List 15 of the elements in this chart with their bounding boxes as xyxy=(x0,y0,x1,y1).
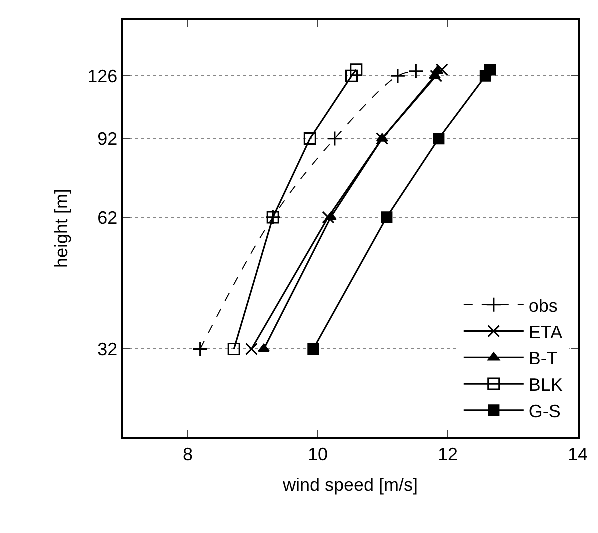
y-tick-label: 62 xyxy=(98,208,118,228)
x-tick-label: 8 xyxy=(182,444,194,464)
x-tick-label: 10 xyxy=(308,444,328,464)
y-tick-label: 92 xyxy=(98,129,118,150)
x-tick-label: 14 xyxy=(568,444,588,464)
x-tick-label: 12 xyxy=(438,444,458,464)
legend-label: obs xyxy=(528,296,558,316)
y-tick-label: 32 xyxy=(98,340,118,360)
legend-label: ETA xyxy=(528,322,563,342)
legend-label: G-S xyxy=(528,401,561,422)
y-axis-title: height [m] xyxy=(51,188,72,268)
y-tick-label: 126 xyxy=(88,66,118,86)
legend-label: B-T xyxy=(528,348,558,369)
legend-label: BLK xyxy=(528,375,563,396)
x-axis-title: wind speed [m/s] xyxy=(282,474,418,495)
